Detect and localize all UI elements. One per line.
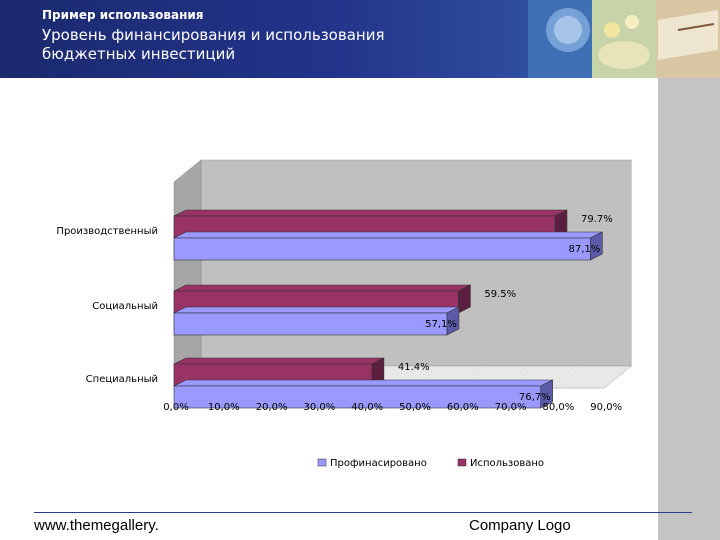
plot-side-wall [173, 159, 202, 389]
bar-top-1-1 [173, 284, 471, 292]
data-label-financed-2: 76,7% [519, 392, 551, 403]
data-label-financed-0: 87,1% [569, 244, 601, 255]
bar-top-0-2 [173, 379, 553, 387]
category-label-2: Специальный [86, 374, 158, 385]
x-tick-label-1: 10,0% [208, 402, 240, 413]
footer-company-logo: Company Logo [469, 517, 571, 534]
legend-swatch-0 [317, 458, 327, 467]
bar-top-0-1 [173, 306, 460, 314]
data-label-financed-1: 57,1% [425, 319, 457, 330]
category-label-1: Социальный [92, 301, 158, 312]
bar-financed-0 [173, 237, 591, 261]
data-label-used-0: 79.7% [581, 214, 613, 225]
bar-financed-1 [173, 312, 448, 336]
header-subtitle: Уровень финансирования и использования б… [42, 26, 385, 63]
footer-divider [34, 512, 692, 513]
legend-label-1: Использовано [470, 458, 544, 469]
bar-top-0-0 [173, 231, 603, 239]
category-label-0: Производственный [56, 226, 158, 237]
x-tick-label-5: 50,0% [399, 402, 431, 413]
x-tick-label-8: 80,0% [543, 402, 575, 413]
x-tick-label-7: 70,0% [495, 402, 527, 413]
x-tick-label-0: 0,0% [163, 402, 188, 413]
x-tick-label-2: 20,0% [256, 402, 288, 413]
x-tick-label-6: 60,0% [447, 402, 479, 413]
x-tick-label-3: 30,0% [304, 402, 336, 413]
bar-top-1-0 [173, 209, 568, 217]
bar-chart: 79.7% 87,1% Производственный 59.5% 57,1% Соци… [56, 159, 632, 469]
x-tick-label-9: 90,0% [590, 402, 622, 413]
data-label-used-1: 59.5% [484, 289, 516, 300]
header-photo-collage [528, 0, 720, 78]
header-title: Пример использования [42, 8, 204, 22]
bar-top-1-2 [173, 357, 385, 365]
x-tick-label-4: 40,0% [351, 402, 383, 413]
bar-financed-2 [173, 385, 541, 409]
header-banner: Пример использования Уровень финансирова… [0, 0, 720, 78]
data-label-used-2: 41.4% [398, 362, 430, 373]
right-side-panel [658, 78, 720, 540]
legend-swatch-1 [457, 458, 467, 467]
footer-website[interactable]: www.themegallery. [34, 517, 159, 534]
legend-label-0: Профинасировано [330, 458, 427, 469]
